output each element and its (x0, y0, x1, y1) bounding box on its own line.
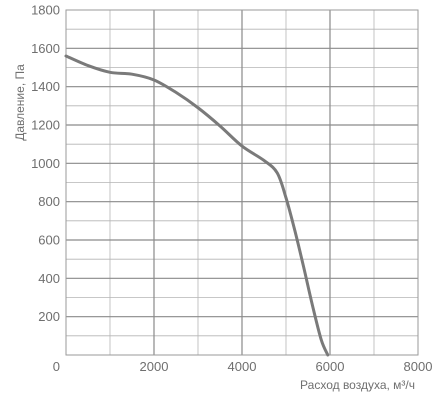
x-tick-label: 0 (53, 359, 60, 374)
series-line (64, 54, 330, 357)
y-tick-label: 600 (38, 233, 60, 248)
y-tick-label: 1800 (31, 3, 60, 18)
y-axis-title: Давление, Па (13, 64, 27, 141)
y-tick-label: 1600 (31, 41, 60, 56)
x-axis-title: Расход воздуха, м³/ч (300, 378, 415, 392)
y-tick-label: 1400 (31, 79, 60, 94)
y-tick-label: 1200 (31, 118, 60, 133)
y-tick-label: 1000 (31, 156, 60, 171)
y-tick-label: 400 (38, 271, 60, 286)
x-tick-label: 2000 (140, 359, 169, 374)
y-tick-label: 800 (38, 194, 60, 209)
plot-frame (65, 9, 419, 356)
series-layer (64, 54, 330, 357)
x-tick-label: 8000 (404, 359, 433, 374)
x-tick-labels: 0 2000 4000 6000 8000 (53, 359, 433, 374)
x-tick-label: 4000 (228, 359, 257, 374)
y-tick-label: 200 (38, 309, 60, 324)
major-grid (66, 10, 418, 355)
y-tick-labels: 200 400 600 800 1000 1200 1400 1600 1800 (31, 3, 60, 325)
x-tick-label: 6000 (316, 359, 345, 374)
